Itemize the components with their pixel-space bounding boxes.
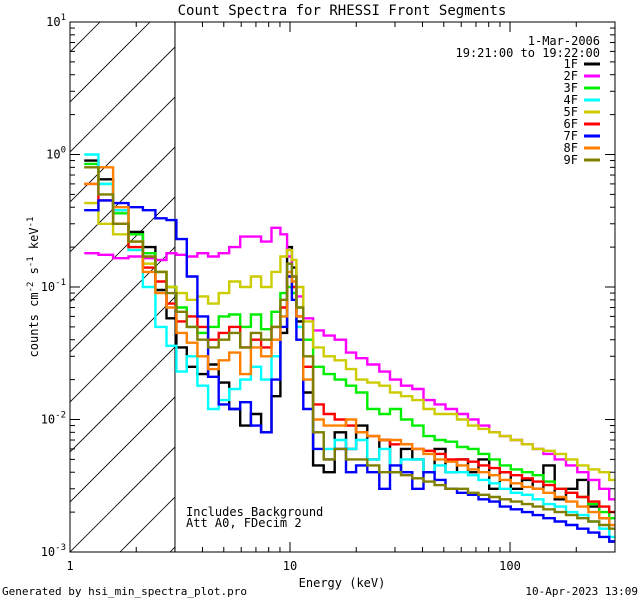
hatch-line [70,246,175,353]
x-axis-label: Energy (keV) [299,576,386,590]
chart-title: Count Spectra for RHESSI Front Segments [178,3,507,19]
legend-label-7F: 7F [564,129,578,143]
date-label: 1-Mar-2006 [528,34,600,48]
series-4F [84,153,615,539]
hatch-line [70,96,175,203]
y-tick-label: 10-1 [41,278,66,294]
hatch-line [70,46,175,153]
hatch-line [70,196,175,303]
hatch-line [70,396,175,503]
legend-label-2F: 2F [564,69,578,83]
legend-label-3F: 3F [564,81,578,95]
y-tick-label: 101 [46,13,66,29]
x-tick-label: 1 [66,559,73,573]
y-tick-label: 10-3 [41,543,66,559]
series-9F [84,166,615,530]
series-6F [84,182,615,514]
legend-label-9F: 9F [564,153,578,167]
series-7F [84,199,615,543]
legend-label-4F: 4F [564,93,578,107]
footer-timestamp: 10-Apr-2023 13:09 [525,585,638,598]
series-8F [84,166,615,527]
footer-generator: Generated by hsi_min_spectra_plot.pro [2,585,247,598]
legend-label-8F: 8F [564,141,578,155]
hatch-line [620,22,640,552]
hatched-region [70,22,640,552]
x-tick-label: 100 [499,559,521,573]
annotation-attenuator: Att A0, FDecim 2 [186,516,302,530]
y-tick-label: 100 [46,146,66,162]
y-tick-label: 10-2 [41,411,66,427]
legend-label-6F: 6F [564,117,578,131]
legend-label-5F: 5F [564,105,578,119]
annotation-background: Includes Background [186,505,323,519]
series-5F [84,201,615,482]
y-axis-label: counts cm-2 s-1 keV-1 [26,217,41,358]
hatch-line [70,446,175,552]
series-3F [84,162,615,520]
legend-label-1F: 1F [564,57,578,71]
time-range-label: 19:21:00 to 19:22:00 [456,46,601,60]
x-tick-label: 10 [283,559,297,573]
